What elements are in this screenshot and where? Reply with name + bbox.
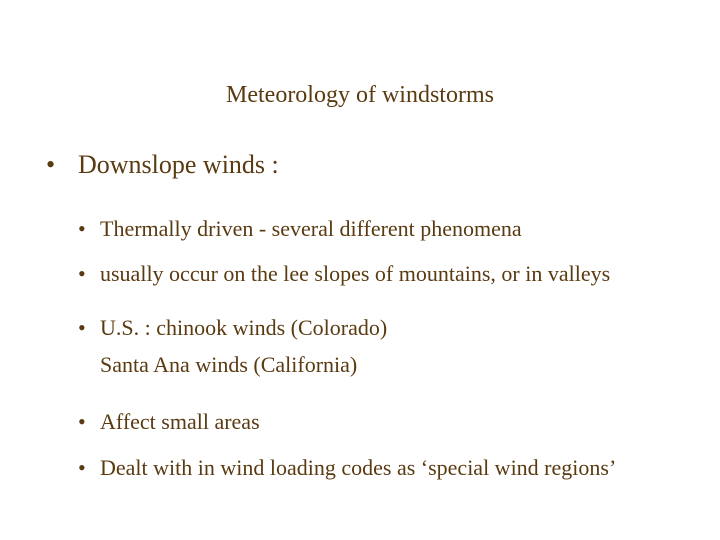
bullet-dot: • [78, 260, 100, 288]
bullet-dot: • [78, 314, 100, 342]
slide: Meteorology of windstorms •Downslope win… [0, 0, 720, 540]
main-bullet: •Downslope winds : [46, 150, 279, 180]
bullet-dot: • [78, 408, 100, 436]
bullet-dot: • [78, 454, 100, 482]
sub-bullet-text: Dealt with in wind loading codes as ‘spe… [100, 454, 616, 482]
continuation-text: Santa Ana winds (California) [100, 352, 357, 378]
sub-bullet-5: •Dealt with in wind loading codes as ‘sp… [78, 454, 698, 482]
sub-bullet-1: •Thermally driven - several different ph… [78, 215, 698, 243]
slide-title: Meteorology of windstorms [0, 82, 720, 109]
bullet-dot: • [46, 150, 78, 180]
sub-bullet-3: •U.S. : chinook winds (Colorado) [78, 314, 698, 342]
sub-bullet-4: •Affect small areas [78, 408, 698, 436]
sub-bullet-3-continuation: Santa Ana winds (California) [78, 352, 357, 378]
bullet-dot: • [78, 215, 100, 243]
sub-bullet-text: Affect small areas [100, 408, 260, 436]
sub-bullet-text: U.S. : chinook winds (Colorado) [100, 314, 387, 342]
sub-bullet-text: usually occur on the lee slopes of mount… [100, 260, 610, 288]
main-bullet-text: Downslope winds : [78, 150, 279, 179]
sub-bullet-2: •usually occur on the lee slopes of moun… [78, 260, 698, 288]
sub-bullet-text: Thermally driven - several different phe… [100, 215, 522, 243]
